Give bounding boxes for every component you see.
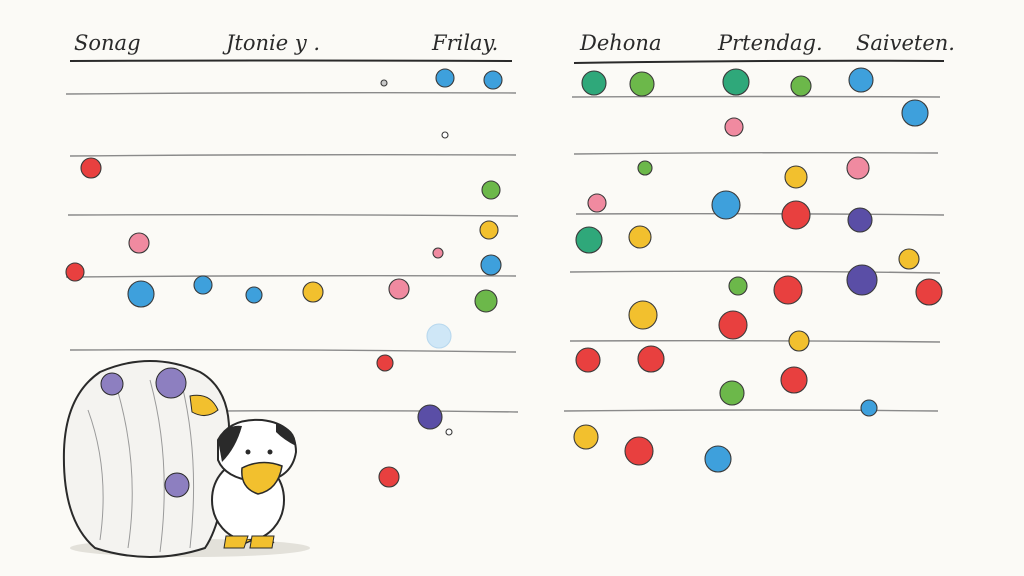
bird-foot [249,535,275,549]
dot [481,180,501,200]
dot [788,330,810,352]
dot [711,190,741,220]
dot [483,70,503,90]
left-staff-lines [65,91,519,413]
dot [719,380,745,406]
left-header-1: Sonag [74,31,141,55]
dot [193,275,213,295]
dot [380,79,388,87]
dot [722,68,750,96]
right-header-1: Dehona [579,31,661,55]
dot [860,399,878,417]
dot [637,345,665,373]
bird-head-patch [218,425,242,462]
blob-spot [164,472,190,498]
dot [445,428,453,436]
dot [80,157,102,179]
cartoon-character [62,360,310,558]
dot [846,156,870,180]
right-panel: Dehona Prtendag. Saiveten. [563,31,955,412]
right-header-2: Prtendag. [717,31,823,55]
blob-yellow-accent [189,394,219,416]
dot [128,232,150,254]
dot [773,275,803,305]
left-header-underline [69,59,513,62]
right-header-3: Saiveten. [856,31,955,55]
dot [575,226,603,254]
dot [628,225,652,249]
right-dots [573,67,943,473]
dot [898,248,920,270]
dot [628,300,658,330]
dot [127,280,155,308]
dot [376,354,394,372]
bird-beak [241,461,283,495]
dot [480,254,502,276]
left-header-3: Frilay. [431,31,498,55]
dot [378,466,400,488]
white-blob [62,360,231,558]
dot [728,276,748,296]
dot [718,310,748,340]
bird-eye [267,449,273,455]
dot [417,404,443,430]
dot [847,207,873,233]
dot [915,278,943,306]
dot [65,262,85,282]
dot [474,289,498,313]
dot [629,71,655,97]
dot [901,99,929,127]
dot [780,366,808,394]
dot [624,436,654,466]
dot [581,70,607,96]
dot [790,75,812,97]
dot [704,445,732,473]
dot [245,286,263,304]
dot [575,347,601,373]
blob-spot [155,367,187,399]
dot [587,193,607,213]
dot [388,278,410,300]
dot [435,68,455,88]
dot [432,247,444,259]
blob-spot [100,372,124,396]
dot [426,323,452,349]
dot [846,264,878,296]
dot [724,117,744,137]
right-staff-lines [563,95,945,412]
dot [479,220,499,240]
blob-hatching [87,379,195,553]
dot [441,131,449,139]
dot [302,281,324,303]
dot [637,160,653,176]
bird-foot [223,535,249,549]
bird-head-patch [276,424,296,446]
dot [573,424,599,450]
dot [848,67,874,93]
left-dots [65,68,503,488]
right-header-underline [573,59,945,64]
left-panel: Sonag Jtonie y . Frilay. [65,31,519,413]
bird-eye [245,449,251,455]
dot [784,165,808,189]
dot [781,200,811,230]
left-header-2: Jtonie y . [222,31,320,55]
